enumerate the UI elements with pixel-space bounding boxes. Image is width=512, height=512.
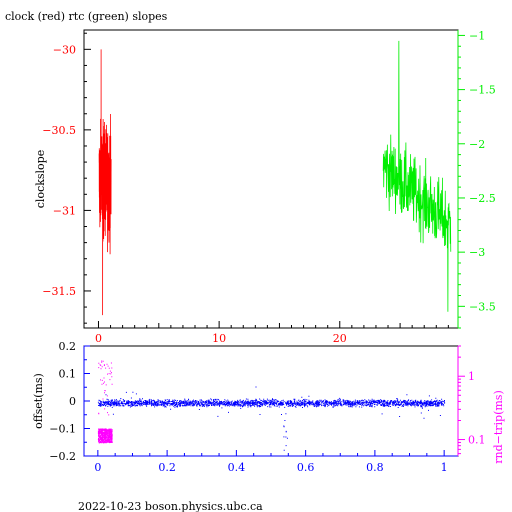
offset-left-tick-label: 0.2	[59, 340, 77, 353]
slopes-left-tick-label: −31	[53, 204, 76, 217]
offset-x-tick-label: 0.2	[158, 461, 176, 474]
rtc-slope-series	[382, 40, 452, 312]
slopes-x-tick-label: 0	[95, 332, 102, 345]
clockslope-axis-label: clockslope	[34, 150, 47, 208]
slopes-left-tick-label: −31.5	[42, 285, 76, 298]
offset-x-tick-label: 1	[441, 461, 448, 474]
slopes-right-tick-label: −3	[469, 246, 485, 259]
slopes-right-tick-label: −1	[469, 29, 485, 42]
offset-scatter-series	[97, 386, 446, 451]
chart-title: clock (red) rtc (green) slopes	[5, 10, 168, 23]
roundtrip-tick-label: 0.1	[468, 434, 486, 447]
offset-left-tick-label: 0	[69, 395, 76, 408]
slopes-right-tick-label: −1.5	[469, 84, 496, 97]
offset-x-tick-label: 0.6	[297, 461, 315, 474]
slopes-right-tick-label: −2	[469, 138, 485, 151]
clock-slope-series	[98, 49, 112, 316]
slopes-x-tick-label: 20	[333, 332, 347, 345]
offset-x-tick-label: 0.8	[366, 461, 384, 474]
roundtrip-tick-label: 1	[468, 370, 475, 383]
slopes-left-tick-label: −30.5	[42, 124, 76, 137]
offset-panel: offset(ms) rnd−trip(ms) 0 0.2 0.4 0.6 0.8 1 0.…	[32, 340, 505, 474]
offset-x-tick-label: 0.4	[228, 461, 246, 474]
offset-left-tick-label: −0.1	[49, 423, 76, 436]
offset-left-tick-label: −0.2	[49, 450, 76, 463]
slopes-x-tick-label: 10	[212, 332, 226, 345]
offset-left-tick-label: 0.1	[59, 368, 77, 381]
slopes-left-tick-label: −30	[53, 43, 76, 56]
footer-text: 2022-10-23 boson.physics.ubc.ca	[78, 500, 263, 512]
slopes-right-tick-label: −3.5	[469, 300, 496, 313]
roundtrip-scatter-series	[97, 360, 113, 444]
slopes-panel: clockslope 0 10 20 −30 −30.5 −31 −31.5 −1 −1.5 −2…	[34, 29, 496, 345]
slopes-right-tick-label: −2.5	[469, 192, 496, 205]
offset-x-tick-label: 0	[94, 461, 101, 474]
round-trip-axis-label: rnd−trip(ms)	[492, 390, 505, 464]
offset-axis-label: offset(ms)	[32, 373, 45, 429]
